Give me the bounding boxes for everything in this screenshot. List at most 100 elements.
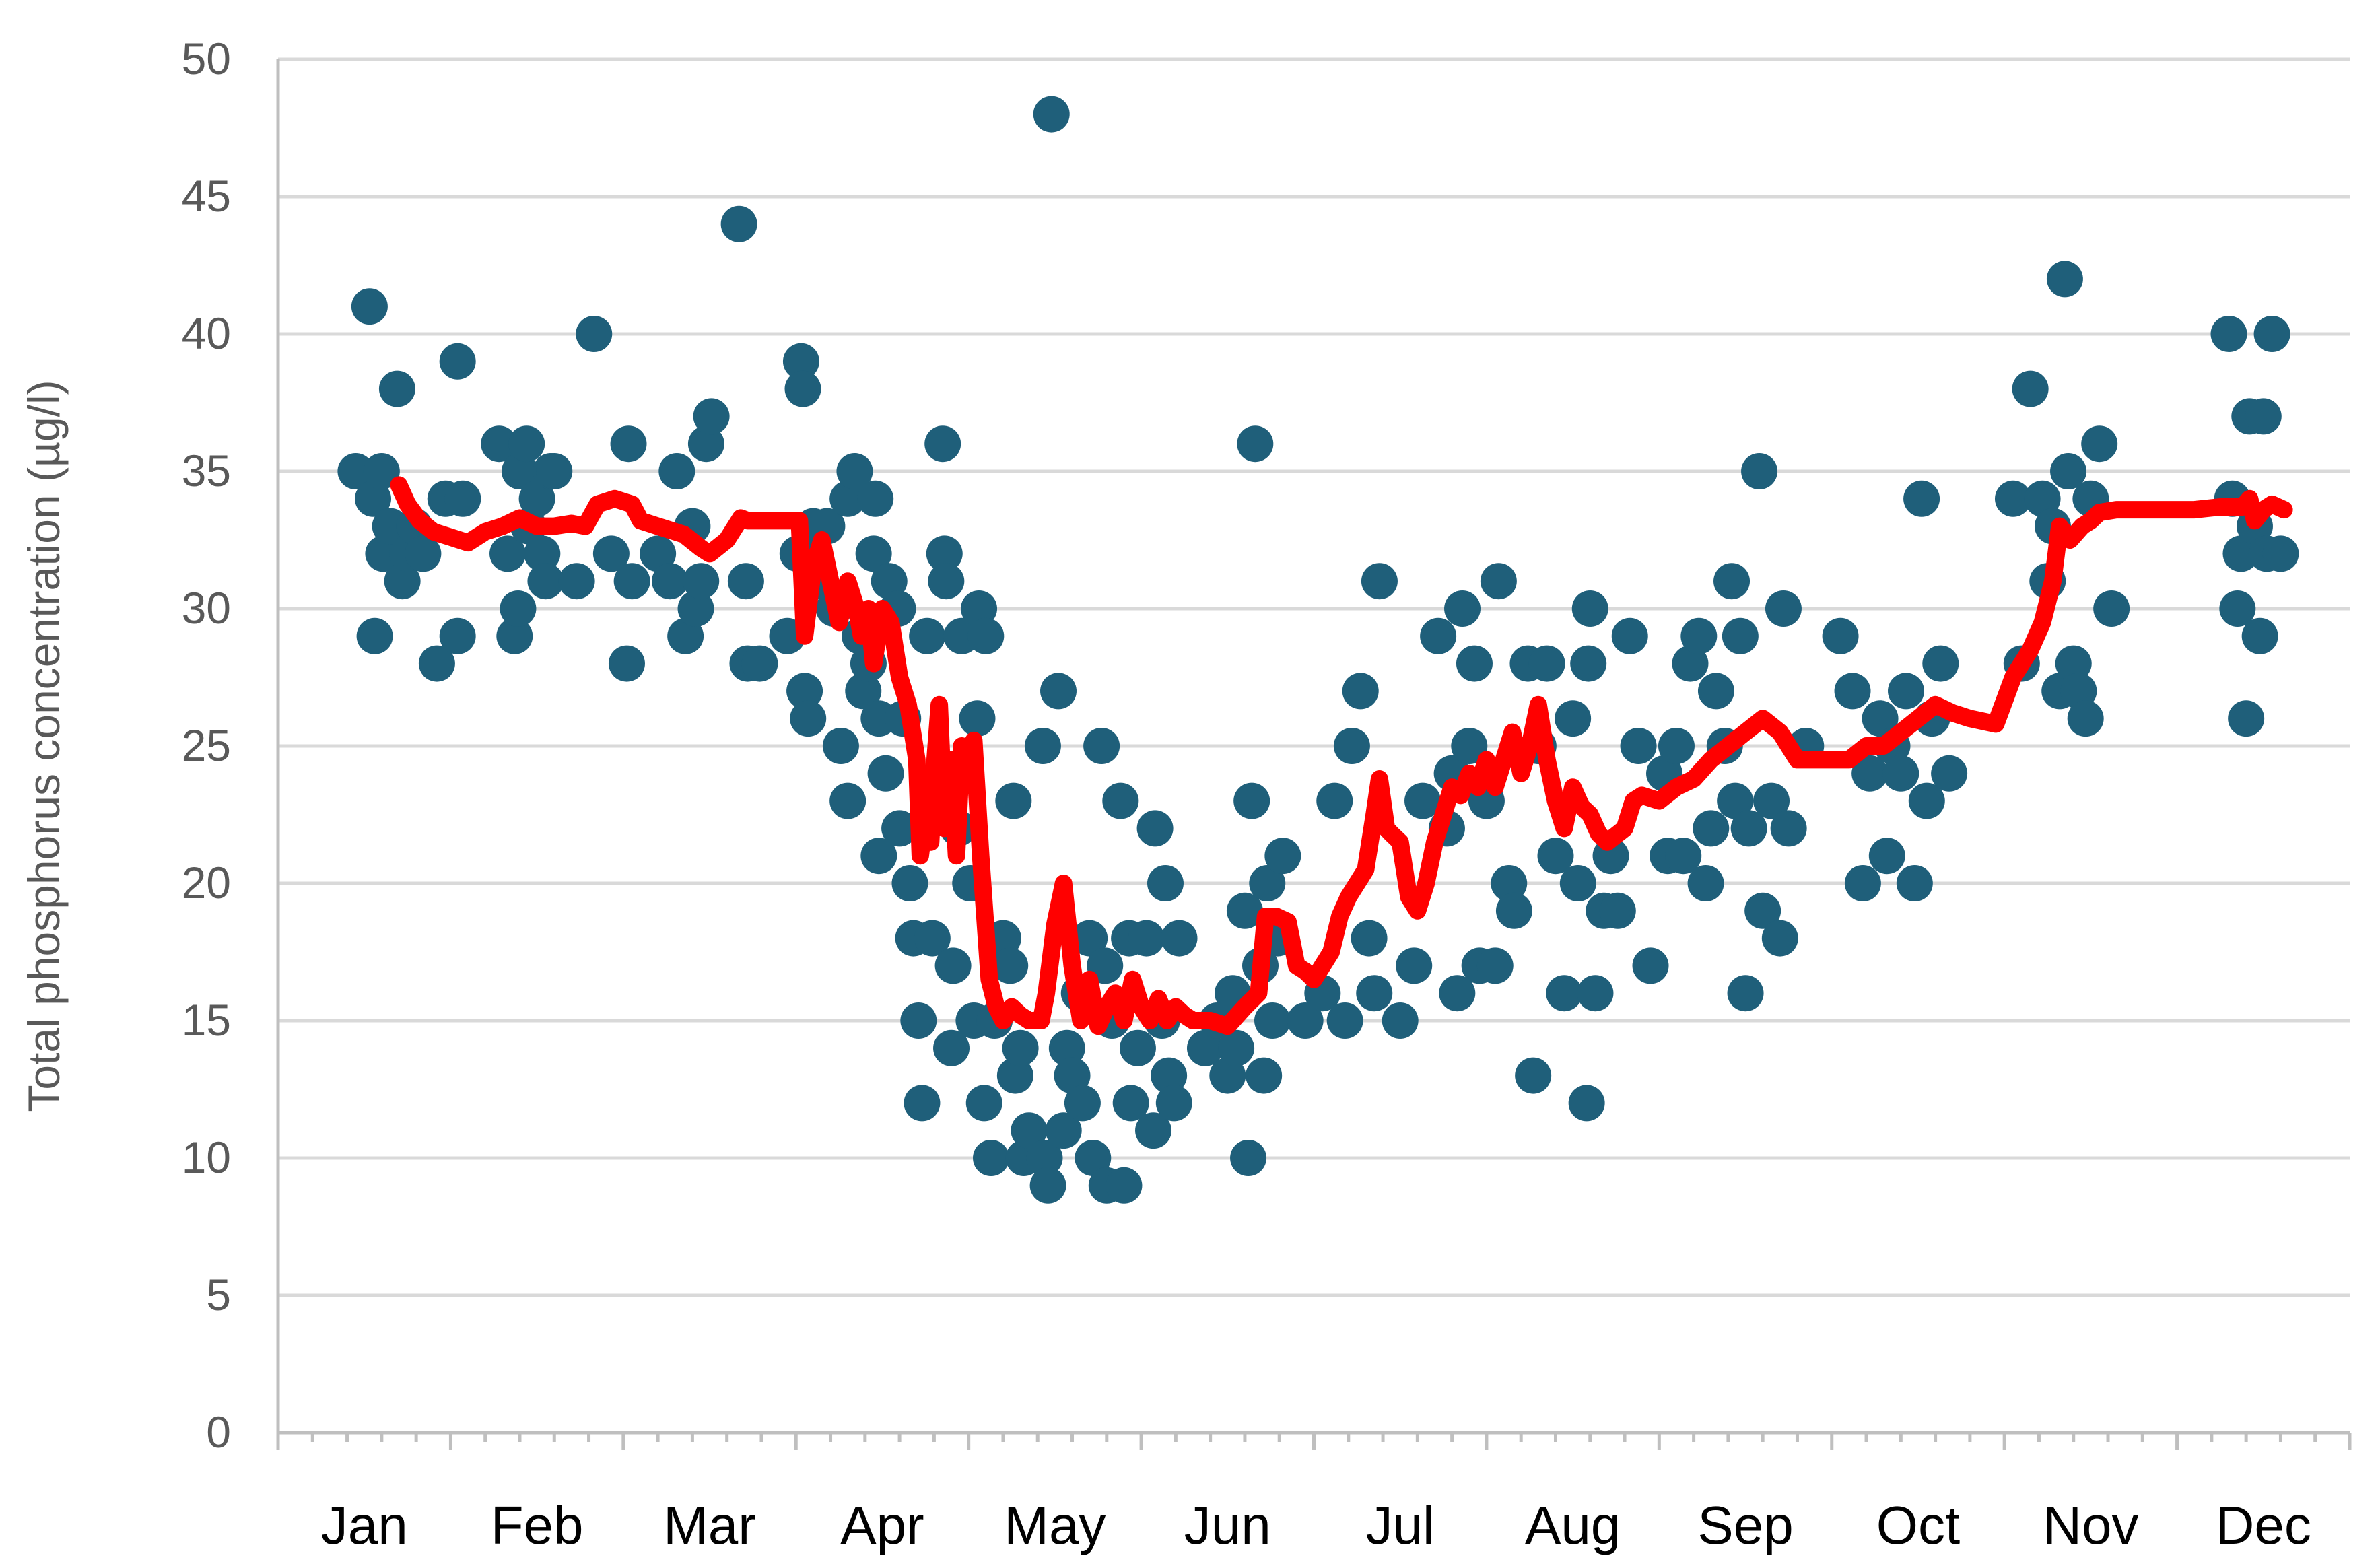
data-point (405, 535, 442, 572)
data-point (1822, 617, 1859, 654)
data-point (1697, 673, 1734, 710)
data-point (1112, 1085, 1149, 1122)
data-point (959, 700, 996, 737)
data-point (1233, 782, 1270, 819)
trend-line (390, 476, 2293, 1035)
data-point (518, 480, 555, 517)
x-tick-label: Jun (1184, 1495, 1271, 1555)
data-point (973, 1140, 1010, 1176)
x-tick-label: Sep (1697, 1495, 1793, 1555)
data-point (677, 590, 714, 627)
data-point (845, 673, 882, 710)
y-tick-label: 15 (182, 995, 231, 1045)
data-point (836, 453, 873, 489)
data-point (1680, 617, 1718, 654)
data-point (1404, 782, 1441, 819)
data-point (1658, 728, 1695, 764)
data-point (2067, 700, 2104, 737)
data-point (496, 617, 533, 654)
data-point (1151, 1057, 1188, 1094)
data-point (1029, 1167, 1066, 1204)
data-point (576, 316, 613, 352)
data-point (871, 563, 908, 600)
data-point (683, 563, 720, 600)
data-point (1264, 838, 1301, 875)
data-point (2024, 480, 2061, 517)
data-point (1040, 673, 1077, 710)
data-point (439, 343, 476, 380)
data-point (1741, 453, 1778, 489)
data-point (782, 343, 819, 380)
data-point (613, 563, 650, 600)
x-tick-label: Jan (321, 1495, 408, 1555)
data-point (909, 617, 946, 654)
data-point (934, 947, 972, 984)
data-point (1075, 1140, 1112, 1176)
data-point (1713, 563, 1750, 600)
data-point (967, 617, 1005, 654)
data-point (784, 370, 821, 407)
data-point (1356, 975, 1393, 1012)
trend-line-series (390, 476, 2293, 1035)
data-point (1770, 810, 1807, 847)
data-point (1868, 838, 1905, 875)
data-point (351, 288, 388, 325)
data-point (1515, 1057, 1552, 1094)
data-point (1568, 1085, 1605, 1122)
data-point (592, 535, 630, 572)
data-point (1687, 865, 1724, 901)
data-point (904, 1085, 941, 1122)
data-point (720, 205, 757, 242)
data-point (384, 563, 421, 600)
y-tick-label: 10 (182, 1132, 231, 1182)
data-point (439, 617, 476, 654)
data-point (508, 425, 545, 463)
data-point (1102, 782, 1139, 819)
grid-lines (278, 57, 2350, 1297)
data-point (1439, 975, 1476, 1012)
data-point (829, 480, 866, 517)
data-point (1693, 810, 1730, 847)
data-point (1161, 920, 1198, 957)
data-point (1333, 728, 1370, 764)
data-point (1491, 865, 1528, 901)
data-point (860, 838, 897, 875)
data-point (891, 865, 928, 901)
data-point (1326, 1002, 1363, 1039)
data-point (2228, 700, 2265, 737)
data-point (867, 755, 904, 792)
data-point (1882, 755, 1919, 792)
data-point (1611, 617, 1648, 654)
data-point (1537, 838, 1574, 875)
data-point (1002, 1029, 1039, 1066)
data-point (1128, 920, 1165, 957)
data-point (1456, 645, 1493, 682)
data-point (1420, 617, 1457, 654)
y-tick-label: 40 (182, 308, 231, 358)
data-point (1048, 1029, 1085, 1066)
data-point (1480, 563, 1517, 600)
data-point (741, 645, 778, 682)
data-point (2253, 316, 2290, 352)
data-point (1351, 920, 1388, 957)
data-point (1249, 865, 1286, 901)
data-point (1555, 700, 1592, 737)
data-point (1834, 673, 1871, 710)
data-point (900, 1002, 937, 1039)
data-point (1186, 1029, 1223, 1066)
scatter-series (337, 96, 2299, 1204)
data-point (1730, 810, 1767, 847)
data-point (1896, 865, 1933, 901)
data-point (1026, 1140, 1063, 1176)
data-point (2012, 370, 2049, 407)
data-point (527, 563, 564, 600)
data-point (355, 480, 392, 517)
data-point (924, 425, 961, 463)
x-tick-label: Jul (1366, 1495, 1435, 1555)
data-point (1147, 865, 1184, 901)
data-point (608, 645, 645, 682)
data-point (693, 398, 730, 435)
data-point (992, 947, 1029, 984)
data-point (1577, 975, 1614, 1012)
